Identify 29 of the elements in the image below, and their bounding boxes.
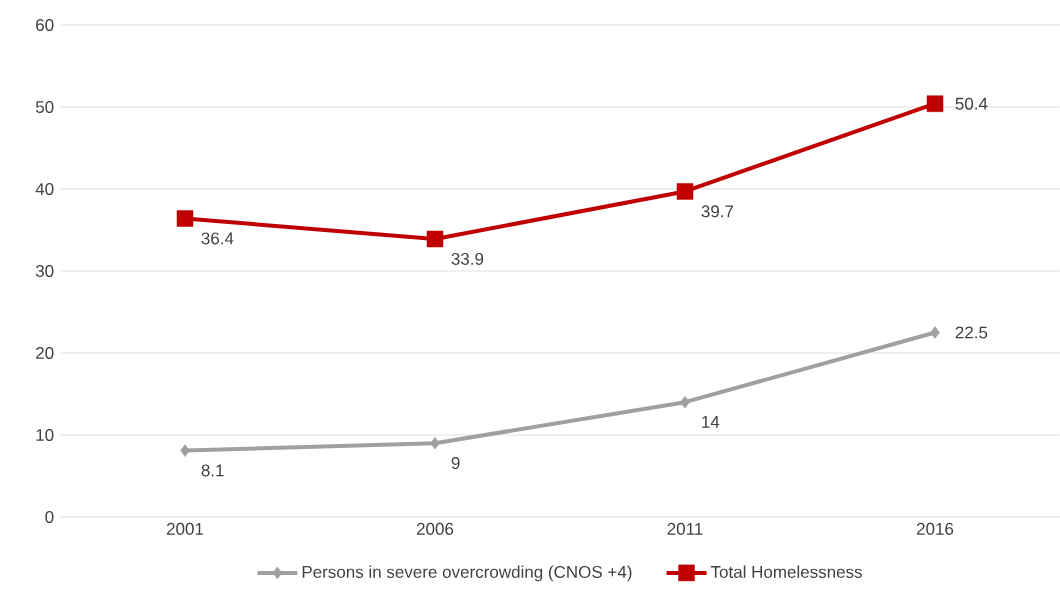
x-tick-label: 2011 [667,522,703,535]
data-label: 22.5 [955,326,988,339]
point [180,444,190,457]
data-label: 33.9 [451,252,484,265]
data-label: 8.1 [201,464,224,477]
x-tick-label: 2001 [166,522,204,535]
data-label: 39.7 [701,205,734,218]
data-label: 9 [451,457,460,470]
x-tick-label: 2006 [416,522,454,535]
point [676,183,694,200]
y-tick-label: 20 [36,346,54,360]
point [176,210,194,227]
point [680,395,690,409]
point [926,95,944,112]
y-tick-label: 30 [35,264,54,278]
point [930,326,940,339]
data-label: 36.4 [201,232,234,245]
point [426,230,444,248]
point [430,436,440,450]
y-tick-label: 50 [35,100,54,114]
x-tick-label: 2016 [916,522,954,535]
legend-label: Persons in severe overcrowding (CNOS +4) [302,565,632,582]
legend-label: Total Homelessness [710,565,862,578]
y-tick-label: 60 [36,18,54,32]
data-label: 50.4 [955,97,988,110]
y-tick-label: 40 [35,182,54,196]
y-tick-label: 10 [36,428,54,442]
data-label: 14 [702,416,720,428]
y-tick-label: 0 [45,510,54,524]
